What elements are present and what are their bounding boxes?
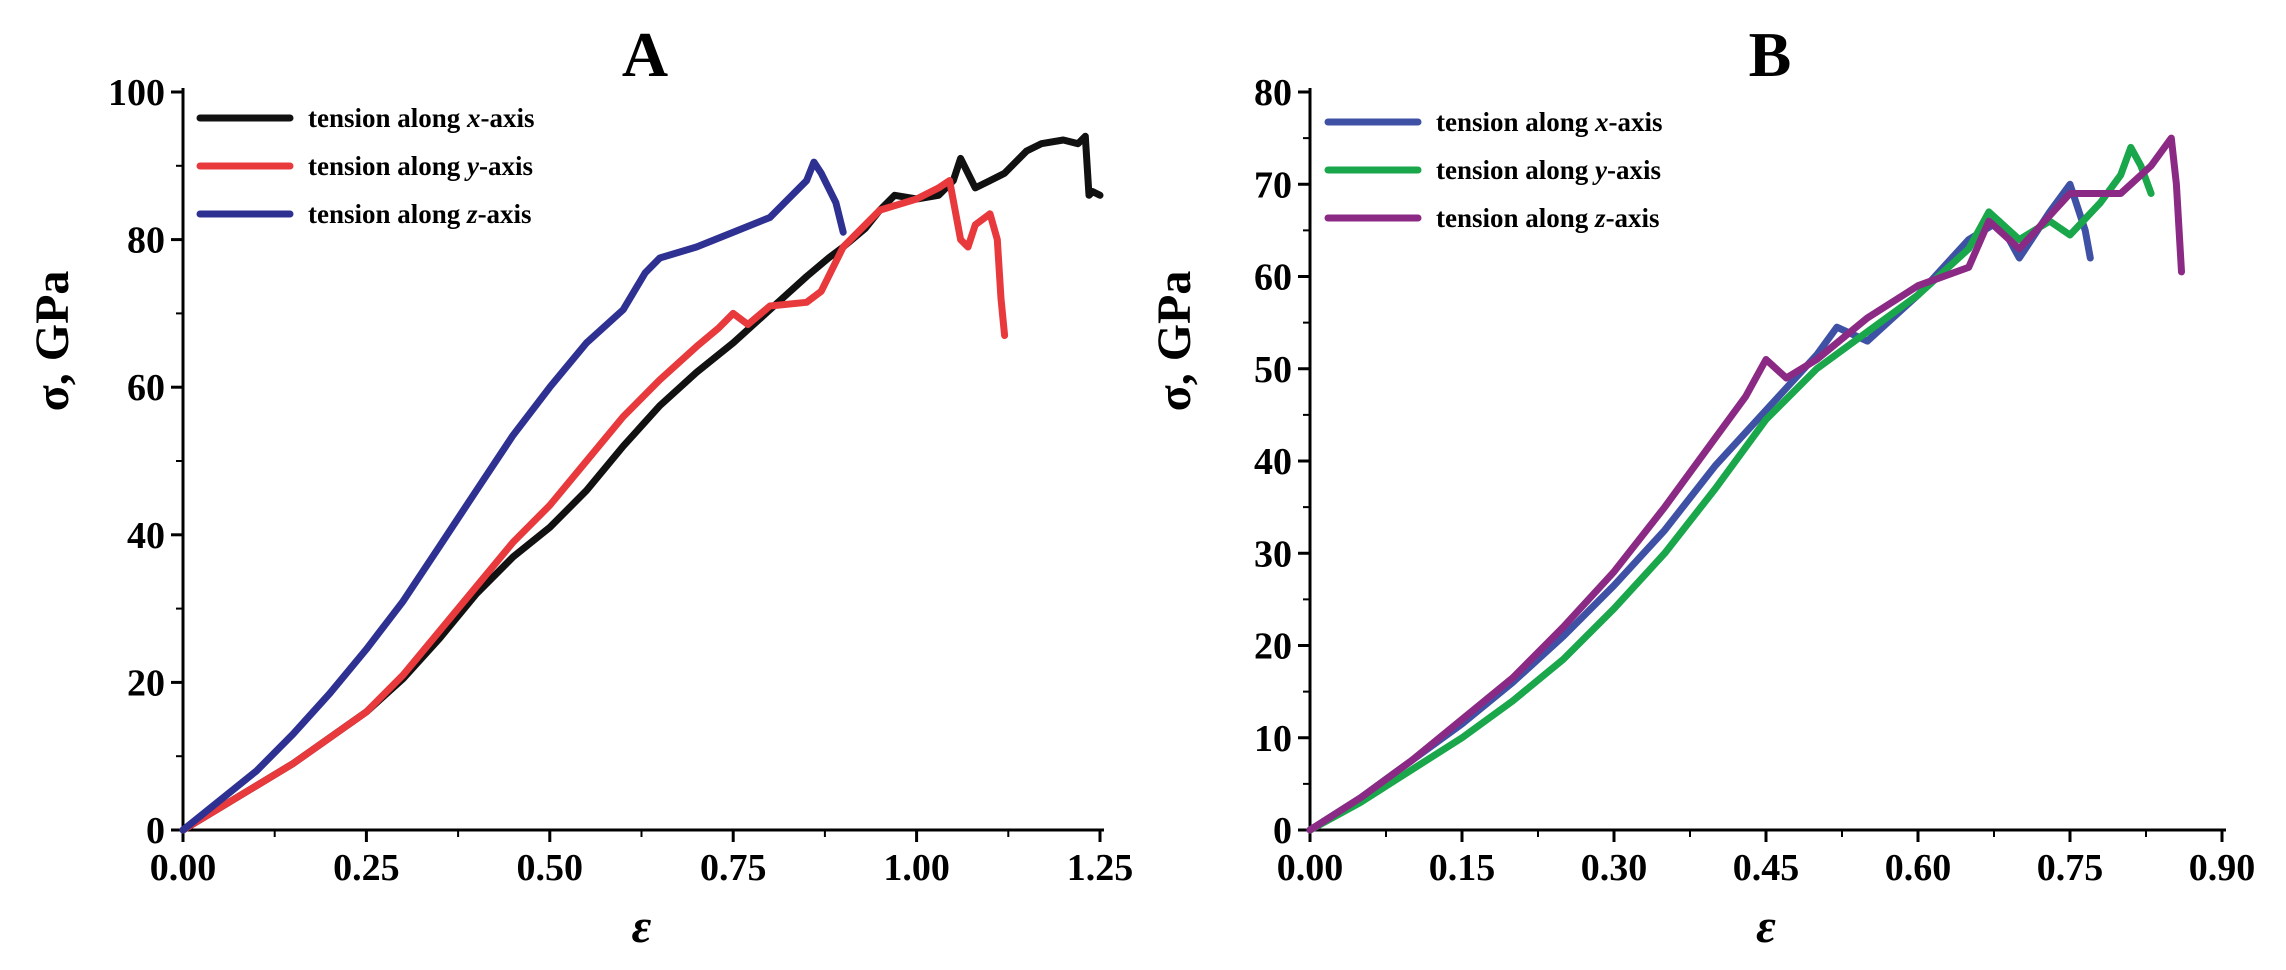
x-tick-label: 0.25: [333, 847, 400, 889]
y-axis-title: σ, GPa: [26, 271, 79, 412]
x-tick-label: 0.50: [517, 847, 584, 889]
legend-text-axis: x: [466, 103, 481, 133]
series-line-z-axis: [1306, 134, 2185, 834]
x-axis-title: ε: [632, 900, 652, 953]
legend-text-axis: y: [464, 151, 480, 181]
legend-text-suffix: -axis: [478, 199, 532, 229]
legend-text-prefix: tension along: [308, 151, 467, 181]
panel-label: A: [622, 19, 668, 90]
y-tick-label: 30: [1254, 533, 1292, 575]
legend-text-axis: z: [466, 199, 478, 229]
legend-text-axis: x: [1594, 107, 1609, 137]
y-tick-label: 40: [127, 515, 165, 557]
legend-text-prefix: tension along: [1436, 203, 1595, 233]
y-tick-label: 50: [1254, 349, 1292, 391]
x-tick-label: 1.25: [1067, 847, 1134, 889]
legend-text-axis: y: [1592, 155, 1608, 185]
legend-text-prefix: tension along: [308, 103, 467, 133]
x-tick-label: 0.00: [1277, 847, 1344, 889]
y-axis-title: σ, GPa: [1148, 271, 1201, 412]
y-tick-label: 80: [127, 220, 165, 262]
y-tick-label: 100: [108, 72, 165, 114]
x-tick-label: 0.75: [2037, 847, 2104, 889]
legend-entry-z: tension along z-axis: [1436, 203, 1660, 233]
y-tick-label: 0: [1273, 810, 1292, 852]
x-tick-label: 0.90: [2189, 847, 2256, 889]
series-line-y-axis: [179, 177, 1009, 834]
chart-panel-b: B 0 10 20 30 40 50 60 70 80 0.00 0.15 0.30 0.45 0.60 0.…: [1148, 19, 2255, 953]
y-tick-label: 40: [1254, 441, 1292, 483]
x-tick-label: 0.30: [1581, 847, 1648, 889]
legend-text-prefix: tension along: [1436, 107, 1595, 137]
x-tick-label: 0.00: [150, 847, 217, 889]
legend-text-axis: z: [1594, 203, 1606, 233]
x-tick-label: 0.60: [1885, 847, 1952, 889]
x-axis-title: ε: [1756, 900, 1776, 953]
legend-entry-y: tension along y-axis: [308, 151, 533, 181]
y-tick-label: 70: [1254, 164, 1292, 206]
legend-text-suffix: -axis: [479, 151, 533, 181]
x-tick-label: 0.45: [1733, 847, 1800, 889]
y-tick-label: 20: [127, 662, 165, 704]
x-tick-label: 0.15: [1429, 847, 1496, 889]
legend-text-prefix: tension along: [1436, 155, 1595, 185]
y-tick-label: 0: [146, 810, 165, 852]
y-tick-label: 20: [1254, 626, 1292, 668]
x-tick-label: 0.75: [700, 847, 767, 889]
x-tick-label: 1.00: [883, 847, 950, 889]
legend-entry-y: tension along y-axis: [1436, 155, 1661, 185]
legend-entry-x: tension along x-axis: [308, 103, 535, 133]
legend-text-suffix: -axis: [481, 103, 535, 133]
y-tick-label: 60: [127, 367, 165, 409]
y-tick-label: 80: [1254, 72, 1292, 114]
legend-entry-z: tension along z-axis: [308, 199, 532, 229]
y-tick-label: 60: [1254, 257, 1292, 299]
series-line-z-axis: [179, 158, 847, 834]
legend-text-suffix: -axis: [1607, 155, 1661, 185]
legend-text-suffix: -axis: [1609, 107, 1663, 137]
y-tick-label: 10: [1254, 718, 1292, 760]
panel-label: B: [1749, 19, 1792, 90]
legend-text-suffix: -axis: [1606, 203, 1660, 233]
legend-text-prefix: tension along: [308, 199, 467, 229]
chart-panel-a: A 0 20 40 60 80 100 0.00 0.25 0.50 0.75 1.00 1.25 ε σ,…: [26, 19, 1133, 953]
legend-entry-x: tension along x-axis: [1436, 107, 1663, 137]
